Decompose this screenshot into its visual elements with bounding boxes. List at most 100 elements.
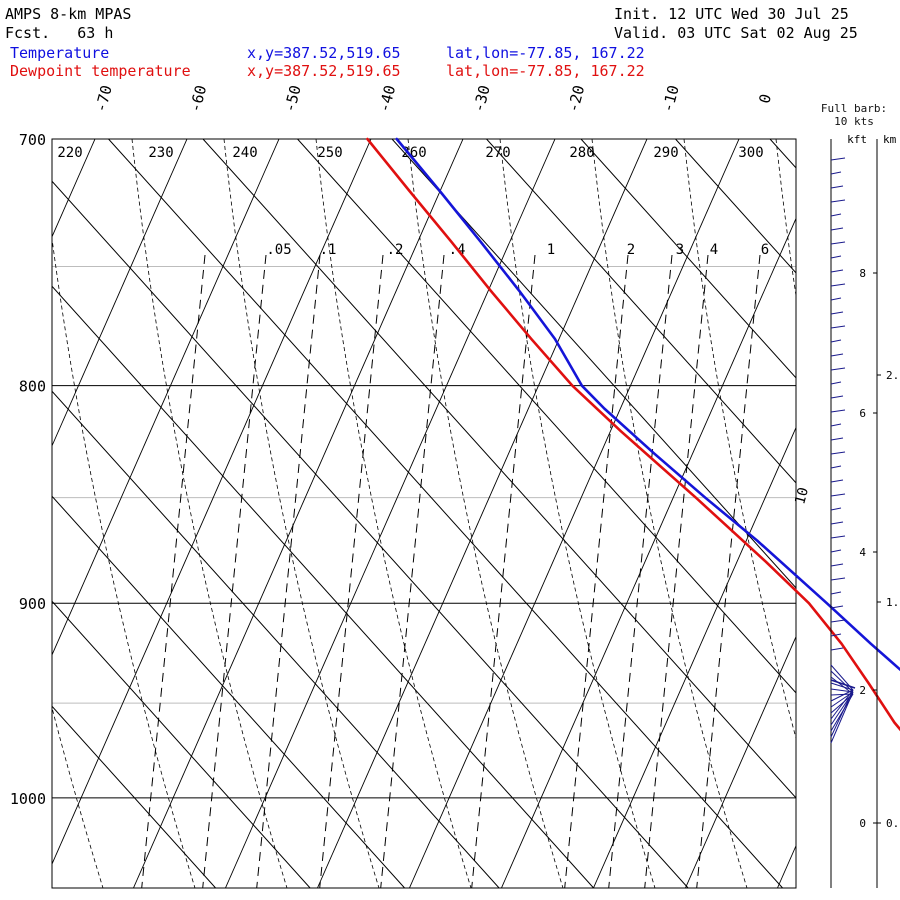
km-tick-label: 2.: [886, 369, 899, 382]
isotherm-line: [52, 180, 689, 888]
mixing-ratio-line: [256, 254, 321, 888]
pressure-tick-label: 700: [19, 131, 46, 149]
km-tick-label: 0.: [886, 817, 899, 830]
wind-barb: [830, 241, 846, 245]
kft-tick-label: 0: [859, 817, 866, 830]
wind-barb: [830, 339, 842, 343]
wind-barb: [830, 437, 844, 441]
wind-barb: [830, 269, 844, 273]
dry-adiabat-line: [52, 139, 96, 238]
isotherm-line: [108, 139, 783, 888]
wind-barb: [830, 619, 846, 623]
wind-barb: [830, 213, 842, 217]
wind-barb: [830, 185, 844, 189]
dewpoint-latlon: lat,lon=-77.85, 167.22: [446, 62, 645, 80]
moist-adiabat-line: [407, 139, 564, 888]
theta-label: 300: [738, 145, 763, 161]
theta-label: 250: [317, 145, 342, 161]
km-tick-label: 1.: [886, 596, 899, 609]
wind-barb: [830, 689, 854, 738]
moist-adiabat-line: [52, 235, 196, 888]
barb-title: Full barb:: [821, 102, 887, 115]
temperature-tick-label: -20: [564, 83, 588, 114]
wind-barb: [830, 521, 844, 525]
mixing-ratio-label: 6: [761, 242, 769, 258]
moist-adiabat-line: [315, 139, 472, 888]
isotherm-line: [391, 139, 796, 589]
wind-barb: [830, 353, 844, 357]
isotherm-line: [297, 139, 796, 694]
pressure-tick-label: 1000: [10, 790, 46, 808]
mixing-ratio-label: 2: [627, 242, 635, 258]
valid-time: Valid. 03 UTC Sat 02 Aug 25: [614, 24, 858, 42]
wind-barb: [830, 227, 844, 231]
mixing-ratio-line: [471, 254, 536, 888]
wind-barb: [830, 465, 842, 469]
theta-label: 220: [57, 145, 82, 161]
wind-barb: [830, 577, 846, 581]
moist-adiabat-line: [683, 139, 796, 740]
mixing-ratio-line: [141, 254, 206, 888]
wind-barb: [830, 682, 854, 691]
wind-barb: [830, 311, 844, 315]
mixing-ratio-line: [644, 254, 709, 888]
mixing-ratio-line: [564, 254, 629, 888]
wind-barb: [830, 679, 856, 689]
mixing-ratio-label: .05: [266, 242, 291, 258]
wind-barb: [830, 535, 846, 539]
moist-adiabat-line: [499, 139, 656, 888]
mixing-ratio-line: [319, 254, 384, 888]
wind-barb: [830, 199, 846, 203]
isotherm-line: [202, 139, 796, 799]
plot-border: [51, 138, 797, 889]
kft-tick-label: 2: [859, 684, 866, 697]
barb-title-units: 10 kts: [834, 115, 874, 128]
mixing-ratio-line: [696, 254, 761, 888]
temperature-xy: x,y=387.52,519.65: [247, 44, 401, 62]
temperature-profile-line: [395, 137, 900, 672]
kft-tick-label: 6: [859, 407, 866, 420]
temperature-tick-label: -60: [186, 83, 210, 114]
wind-barb: [830, 283, 846, 287]
moist-adiabat-line: [591, 139, 748, 888]
dry-adiabat-line: [409, 139, 740, 888]
init-time: Init. 12 UTC Wed 30 Jul 25: [614, 5, 849, 23]
isotherm-label: 10: [792, 486, 812, 506]
dry-adiabat-line: [685, 635, 796, 888]
wind-barb: [830, 633, 842, 637]
dry-adiabat-line: [133, 139, 464, 888]
wind-barb: [830, 325, 846, 329]
theta-label: 240: [232, 145, 257, 161]
temperature-legend: Temperature: [10, 44, 110, 62]
mixing-ratio-line: [202, 254, 267, 888]
pressure-tick-label: 800: [19, 378, 46, 396]
wind-barb: [830, 367, 846, 371]
mixing-ratio-label: 4: [710, 242, 718, 258]
wind-barb: [830, 479, 844, 483]
wind-barb: [830, 689, 854, 702]
wind-barb: [830, 507, 842, 511]
mixing-ratio-line: [608, 254, 673, 888]
wind-barb: [830, 255, 842, 259]
wind-barb: [830, 691, 854, 744]
wind-barb: [830, 493, 846, 497]
moist-adiabat-line: [0, 139, 11, 888]
model-name: AMPS 8-km MPAS: [5, 5, 132, 23]
dry-adiabat-line: [225, 139, 556, 888]
wind-barb: [830, 549, 842, 553]
isotherm-line: [580, 139, 796, 379]
wind-barb: [830, 395, 844, 399]
temperature-tick-label: -30: [469, 83, 493, 114]
dewpoint-xy: x,y=387.52,519.65: [247, 62, 401, 80]
moist-adiabat-line: [131, 139, 288, 888]
wind-barb: [830, 605, 844, 609]
theta-label: 290: [653, 145, 678, 161]
temperature-tick-label: -50: [280, 83, 304, 114]
km-label: km: [883, 133, 897, 146]
plot-lines: [0, 139, 796, 888]
wind-barb: [830, 423, 842, 427]
temperature-latlon: lat,lon=-77.85, 167.22: [446, 44, 645, 62]
theta-label: 260: [401, 145, 426, 161]
isotherm-line: [52, 495, 405, 888]
moist-adiabat-line: [775, 139, 796, 299]
